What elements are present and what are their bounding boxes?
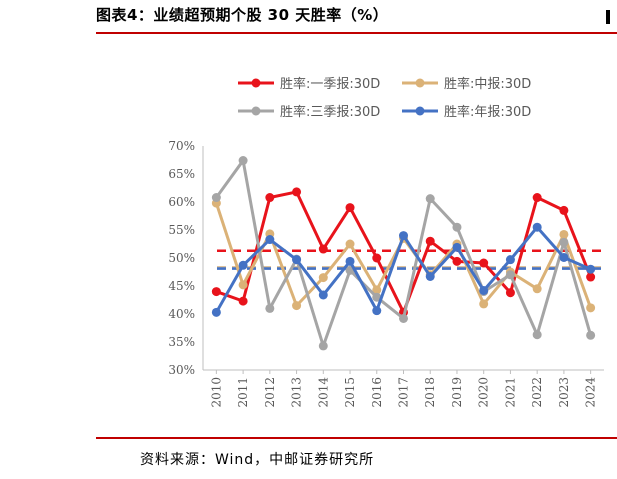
bottom-rule (96, 437, 617, 439)
x-tick-label: 2016 (370, 377, 384, 408)
x-tick-label: 2011 (236, 377, 250, 408)
data-point (559, 205, 569, 215)
data-point (265, 193, 275, 203)
data-point (505, 288, 515, 298)
data-point (372, 253, 382, 263)
data-point (372, 292, 382, 302)
x-tick-label: 2014 (316, 377, 330, 408)
y-tick-label: 40% (168, 307, 195, 321)
data-point (452, 256, 462, 266)
data-point (238, 280, 248, 290)
x-tick-label: 2013 (290, 377, 304, 408)
legend-label: 胜率:一季报:30D (280, 76, 380, 92)
data-point (559, 252, 569, 262)
legend-label: 胜率:中报:30D (444, 76, 531, 92)
data-point (292, 255, 302, 265)
legend-swatch-marker (251, 78, 261, 88)
chart-title: 图表4：业绩超预期个股 30 天胜率（%） (96, 6, 389, 24)
data-point (292, 301, 302, 311)
data-point (452, 222, 462, 232)
data-point (345, 239, 355, 249)
source-note: 资料来源：Wind，中邮证券研究所 (140, 452, 375, 468)
series-line-1 (215, 190, 593, 314)
y-tick-label: 65% (168, 167, 195, 181)
data-point (211, 287, 221, 297)
data-point (265, 235, 275, 245)
x-tick-label: 2021 (503, 377, 517, 408)
y-tick-label: 50% (168, 251, 195, 265)
y-tick-label: 35% (168, 335, 195, 349)
data-point (532, 193, 542, 203)
legend-label: 胜率:年报:30D (444, 104, 531, 120)
legend-swatch-marker (251, 106, 261, 116)
data-point (399, 231, 408, 241)
top-rule (96, 32, 617, 34)
data-point (586, 264, 596, 274)
data-point (586, 330, 596, 340)
data-point (211, 307, 221, 317)
data-point (505, 255, 515, 265)
data-point (479, 258, 489, 268)
x-tick-label: 2017 (397, 377, 411, 408)
data-point (586, 303, 596, 313)
data-point (372, 285, 382, 295)
y-tick-label: 45% (168, 279, 195, 293)
data-point (532, 330, 542, 340)
y-tick-label: 30% (168, 363, 195, 377)
x-tick-label: 2010 (209, 377, 223, 408)
data-point (532, 222, 542, 232)
data-point (399, 313, 408, 323)
data-point (238, 260, 248, 270)
legend-label: 胜率:三季报:30D (280, 104, 380, 120)
data-point (586, 272, 596, 282)
data-point (559, 229, 569, 239)
x-tick-label: 2018 (423, 377, 437, 408)
legend-swatch-marker (415, 106, 425, 116)
x-tick-label: 2022 (530, 377, 544, 408)
x-tick-label: 2019 (450, 377, 464, 408)
y-tick-label: 55% (168, 223, 195, 237)
legend-swatch-marker (415, 78, 425, 88)
data-point (425, 271, 435, 281)
data-point (211, 193, 221, 203)
y-tick-label: 70% (168, 139, 195, 153)
data-point (425, 194, 435, 204)
data-point (505, 270, 515, 280)
data-point (345, 256, 355, 266)
x-tick-label: 2020 (477, 377, 491, 408)
title-marker (606, 10, 610, 24)
x-tick-label: 2023 (557, 377, 571, 408)
x-tick-label: 2015 (343, 377, 357, 408)
data-point (292, 187, 302, 197)
x-tick-label: 2012 (263, 377, 277, 408)
data-point (479, 285, 489, 295)
data-point (318, 290, 328, 300)
data-point (318, 244, 328, 254)
data-point (425, 236, 435, 246)
data-point (479, 299, 489, 309)
data-point (372, 306, 382, 316)
data-point (318, 341, 328, 351)
data-point (452, 242, 462, 252)
data-point (532, 284, 542, 294)
data-point (559, 237, 569, 247)
data-point (318, 273, 328, 283)
data-point (265, 303, 275, 313)
data-point (238, 296, 248, 306)
x-tick-label: 2024 (584, 377, 598, 408)
y-tick-label: 60% (168, 195, 195, 209)
data-point (345, 203, 355, 213)
data-point (238, 156, 248, 166)
